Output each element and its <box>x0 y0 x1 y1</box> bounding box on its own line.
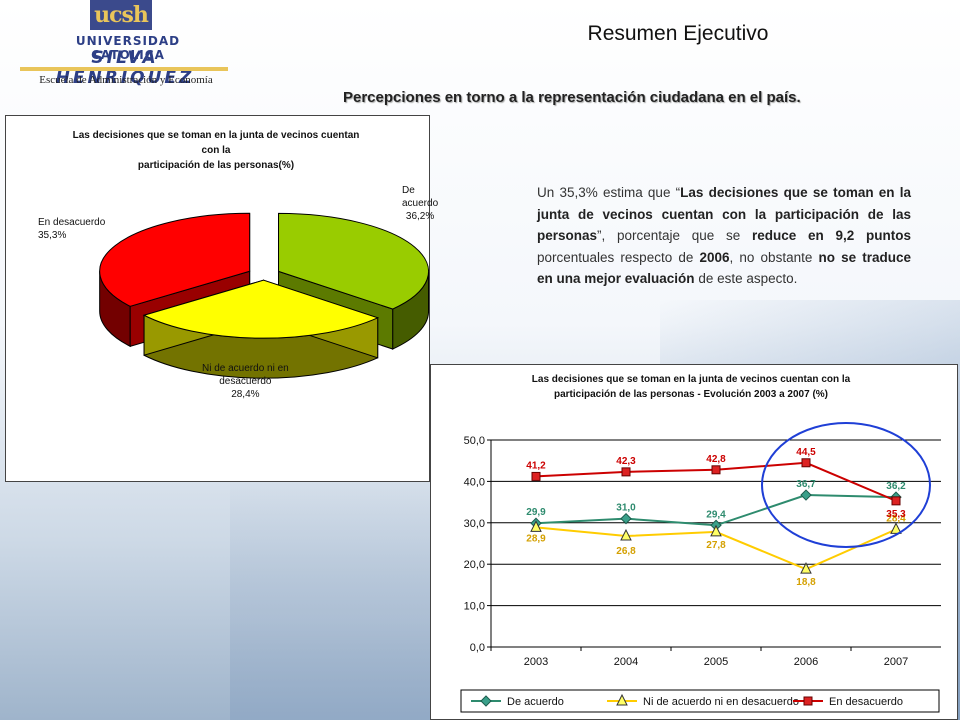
data-label-0-0: 29,9 <box>526 507 546 518</box>
data-label-1-3: 18,8 <box>796 577 816 588</box>
para-bold-2: reduce en 9,2 puntos <box>752 228 911 243</box>
pie-label-ni-name1: Ni de acuerdo ni en <box>202 363 289 374</box>
y-tick-label-2: 20,0 <box>464 559 485 571</box>
x-tick-label-3: 2006 <box>794 656 818 668</box>
logo-school: Escuela de Administración y Economía <box>39 74 213 86</box>
legend-marker-1 <box>616 693 628 706</box>
data-label-2-4: 35,3 <box>886 509 906 520</box>
data-label-2-0: 41,2 <box>526 460 546 471</box>
y-tick-label-0: 0,0 <box>470 642 485 654</box>
data-label-0-2: 29,4 <box>706 509 726 520</box>
point-1-0 <box>530 520 542 532</box>
point-2-3 <box>801 458 811 468</box>
line-chart: Las decisiones que se toman en la junta … <box>430 364 958 720</box>
data-label-1-1: 26,8 <box>616 546 636 557</box>
legend-label-2: En desacuerdo <box>829 696 903 708</box>
point-2-0 <box>531 471 541 481</box>
para-text-5: de este aspecto. <box>694 271 798 286</box>
point-2-2 <box>711 465 721 475</box>
x-tick-label-1: 2004 <box>614 656 638 668</box>
university-logo: ucsh UNIVERSIDAD CATOLICA SILVA HENRIQUE… <box>8 0 234 92</box>
legend-box <box>460 689 940 713</box>
y-tick-label-5: 50,0 <box>464 435 485 447</box>
y-tick-label-4: 40,0 <box>464 476 485 488</box>
pie-chart: Las decisiones que se toman en la junta … <box>5 115 438 482</box>
pie-slice-2 <box>99 212 251 307</box>
line-chart-title: Las decisiones que se toman en la junta … <box>491 372 891 402</box>
y-tick-label-1: 10,0 <box>464 601 485 613</box>
para-bold-1: Las decisiones que se toman en la junta … <box>537 185 912 243</box>
point-2-4 <box>891 496 901 506</box>
data-label-2-2: 42,8 <box>706 454 726 465</box>
pie-label-ni-name2: desacuerdo <box>219 376 272 387</box>
data-label-0-3: 36,7 <box>796 479 816 490</box>
x-tick-label-4: 2007 <box>884 656 908 668</box>
pie-chart-title: Las decisiones que se toman en la junta … <box>66 128 366 173</box>
point-0-3 <box>800 489 812 501</box>
logo-university: UNIVERSIDAD CATOLICA <box>75 34 181 62</box>
data-label-2-3: 44,5 <box>796 447 816 458</box>
para-text-2: ”, porcentaje que se <box>597 228 753 243</box>
pie-label-en-desacuerdo-name: En desacuerdo <box>38 217 106 228</box>
point-0-1 <box>620 512 632 525</box>
para-bold-3: 2006 <box>699 249 730 265</box>
legend-marker-0 <box>480 695 492 707</box>
pie-label-en-desacuerdo-value: 35,3% <box>38 230 67 241</box>
point-1-4 <box>890 522 902 534</box>
pie-label-ni-value: 28,4% <box>231 389 260 400</box>
point-1-3 <box>800 562 812 574</box>
line-chart-svg: 0,0 10,0 20,0 30,0 40,0 50,0 2003 2004 2005 2006 2… <box>460 422 941 713</box>
para-text-3: porcentuales respecto de <box>537 249 700 265</box>
pie-chart-svg <box>99 212 429 379</box>
para-bold-4: no se traduce en una mejor evaluación <box>537 249 911 287</box>
data-label-0-4: 36,2 <box>886 481 906 492</box>
legend-label-0: De acuerdo <box>507 696 564 708</box>
page-title: Resumen Ejecutivo <box>587 22 769 45</box>
logo-name: SILVA HENRIQUEZ <box>55 48 195 88</box>
data-label-2-1: 42,3 <box>616 456 636 467</box>
data-label-0-1: 31,0 <box>616 503 636 514</box>
pie-label-de-acuerdo-value: 36,2% <box>405 211 435 222</box>
pie-label-ni: Ni de acuerdo ni en desacuerdo 28,4% <box>202 362 289 401</box>
line-title-line1: Las decisiones que se toman en la junta … <box>531 374 851 385</box>
data-label-1-2: 27,8 <box>706 540 726 551</box>
pie-label-de-acuerdo: De acuerdo 36,2% <box>402 184 438 223</box>
para-text-4: , no obstante <box>729 249 819 265</box>
data-label-1-0: 28,9 <box>526 533 546 544</box>
pie-slice-0 <box>278 212 429 310</box>
summary-paragraph: Un 35,3% estima que “Las decisiones que … <box>537 182 911 290</box>
pie-slice-1 <box>142 279 380 339</box>
y-tick-label-3: 30,0 <box>464 518 485 530</box>
x-tick-label-0: 2003 <box>524 656 548 668</box>
point-2-1 <box>621 467 631 477</box>
pie-title-line1: Las decisiones que se toman en la junta … <box>72 130 360 156</box>
logo-bar <box>20 67 228 71</box>
point-1-2 <box>710 524 722 537</box>
page-subtitle: Percepciones en torno a la representació… <box>343 89 801 106</box>
line-title-line2: participación de las personas - Evolució… <box>554 389 828 400</box>
pie-label-en-desacuerdo: En desacuerdo 35,3% <box>38 216 105 242</box>
pie-label-de-acuerdo-name: De acuerdo <box>402 185 439 209</box>
para-text-1: Un 35,3% estima que “ <box>537 185 681 200</box>
legend-label-1: Ni de acuerdo ni en desacuerdo <box>643 696 799 708</box>
logo-abbrev: ucsh <box>90 0 152 30</box>
point-1-1 <box>620 528 632 541</box>
data-label-1-4: 28,4 <box>886 513 906 524</box>
pie-title-line2: participación de las personas(%) <box>137 160 295 171</box>
legend-marker-2 <box>803 696 813 706</box>
highlight-ellipse <box>761 422 931 548</box>
x-tick-label-2: 2005 <box>704 656 728 668</box>
